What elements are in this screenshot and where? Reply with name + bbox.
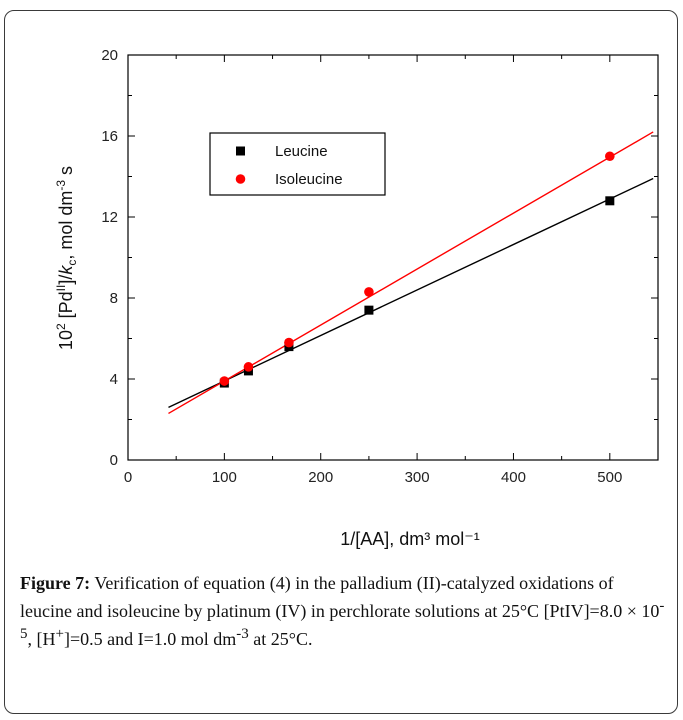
y-axis-label: 102 [PdII]/kc, mol dm-3 s	[54, 166, 79, 350]
isoleucine-point	[243, 362, 254, 372]
y-label-part: s	[56, 166, 76, 180]
x-tick-label: 500	[597, 469, 622, 486]
legend-label-leucine: Leucine	[275, 143, 328, 160]
y-tick-label: 20	[101, 47, 118, 64]
x-tick-label: 400	[501, 469, 526, 486]
y-label-part: -3	[54, 180, 68, 191]
y-label-part: 10	[56, 330, 76, 350]
y-tick-label: 0	[110, 452, 118, 469]
y-tick-label: 4	[110, 371, 118, 388]
legend-label-isoleucine: Isoleucine	[275, 171, 343, 188]
plot-frame	[127, 54, 659, 461]
y-label-part: 2	[54, 323, 68, 330]
caption-exp1: -5	[20, 598, 665, 642]
y-label-part: II	[54, 285, 68, 292]
y-label-part: k	[56, 265, 76, 275]
legend: Leucine Isoleucine	[209, 132, 386, 196]
isoleucine-point	[219, 376, 230, 386]
y-tick-label: 12	[101, 209, 118, 226]
isoleucine-point	[284, 337, 294, 348]
leucine-point	[605, 196, 615, 206]
x-tick-label: 100	[212, 469, 237, 486]
y-tick-label: 8	[110, 290, 118, 307]
y-label-part: ]/	[56, 275, 76, 285]
figure-frame	[4, 10, 678, 714]
caption-text: Verification of equation (4) in the pall…	[20, 573, 660, 621]
y-label-part: c	[65, 260, 79, 266]
leucine-fit-line	[168, 177, 654, 408]
isoleucine-point	[605, 151, 615, 162]
chart: 0 100 200 300 400 500 0 4 8 12 16 20 Leucine Isoleuc…	[54, 47, 659, 549]
caption-exp3: -3	[236, 626, 249, 642]
figure-caption: Figure 7: Verification of equation (4) i…	[20, 572, 668, 651]
legend-box	[209, 132, 386, 196]
x-axis-label: 1/[AA], dm³ mol⁻¹	[340, 529, 480, 549]
caption-label: Figure 7:	[20, 573, 91, 593]
x-tick-label: 300	[405, 469, 430, 486]
caption-sup2: +	[55, 626, 64, 642]
leucine-point	[364, 305, 374, 315]
x-tick-label: 200	[308, 469, 333, 486]
caption-text3: ]=0.5 and I=1.0 mol dm	[63, 629, 237, 649]
legend-marker-isoleucine	[235, 174, 246, 184]
data-points	[219, 151, 615, 388]
y-label-part: [Pd	[56, 291, 76, 323]
axes: 0 100 200 300 400 500 0 4 8 12 16 20	[101, 47, 659, 486]
caption-text4: at 25°C.	[248, 629, 313, 649]
y-tick-label: 16	[101, 128, 118, 145]
legend-marker-leucine	[236, 146, 245, 156]
y-label-part: , mol dm	[56, 191, 76, 260]
x-tick-label: 0	[124, 469, 132, 486]
caption-text2: , [H	[27, 629, 56, 649]
isoleucine-point	[364, 287, 374, 297]
